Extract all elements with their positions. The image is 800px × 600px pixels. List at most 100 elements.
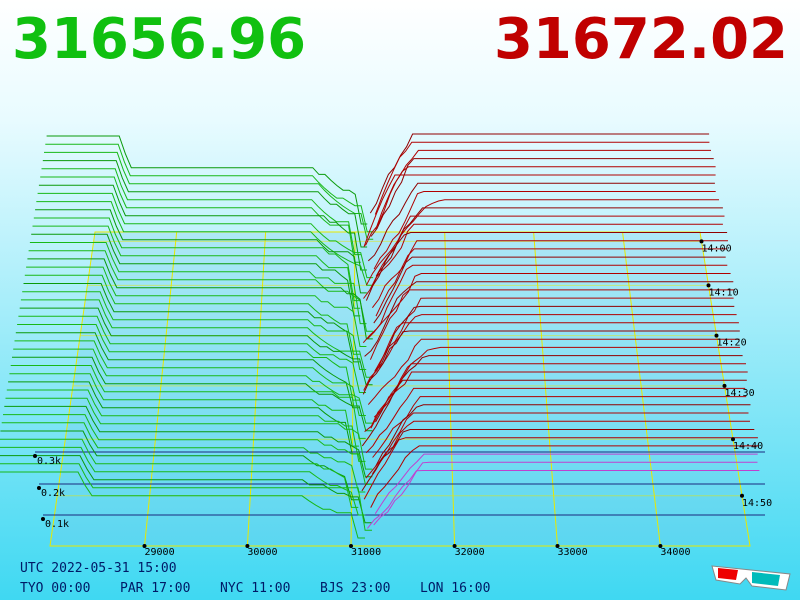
- bid-curve: [0, 455, 373, 524]
- bid-curve: [5, 397, 373, 470]
- bid-curve: [6, 389, 366, 462]
- price-label: 33000: [558, 547, 588, 558]
- bid-curve: [22, 291, 367, 370]
- ask-curve: [369, 289, 734, 360]
- tick-dot: [33, 454, 37, 458]
- tick-dot: [555, 544, 560, 548]
- ask-curve: [370, 158, 714, 237]
- bid-curve: [20, 299, 373, 378]
- ask-curve: [373, 256, 726, 324]
- bid-curve: [9, 373, 359, 447]
- tick-dot: [349, 544, 353, 548]
- ask-curve: [365, 387, 746, 454]
- ask-curve: [372, 207, 723, 287]
- bid-curve: [28, 250, 373, 332]
- ask-curve: [372, 396, 747, 458]
- bid-curve: [24, 274, 360, 355]
- ask-curve: [374, 141, 710, 215]
- bid-curve: [0, 446, 366, 516]
- bid-curve: [26, 266, 367, 347]
- tick-dot: [706, 283, 711, 288]
- ask-curve: [363, 223, 723, 299]
- ask-curve: [364, 281, 734, 357]
- bid-curve: [18, 315, 366, 393]
- labels: 29000 30000 31000 32000 33000 34000 0.3k 0.2k 0.…: [33, 239, 772, 558]
- price-guide: [533, 231, 558, 547]
- bid-curve: [35, 209, 367, 294]
- ask-curve: [375, 248, 727, 317]
- price-guide: [246, 231, 267, 547]
- bid-curve: [12, 356, 373, 432]
- timezone: NYC 11:00: [220, 581, 290, 596]
- bid-curve: [8, 381, 359, 455]
- timezone: PAR 17:00: [120, 581, 190, 596]
- time-label: 14:40: [733, 441, 763, 452]
- tick-dot: [731, 437, 735, 442]
- tick-dot: [452, 544, 457, 548]
- ask-curve: [365, 215, 725, 286]
- depth-curves: [0, 133, 760, 539]
- ask-curve: [373, 191, 716, 270]
- depth-label: 0.3k: [37, 456, 61, 467]
- ask-curve: [365, 420, 750, 479]
- bid-curve: [45, 143, 374, 233]
- tick-dot: [37, 486, 41, 490]
- ask-curve: [367, 264, 728, 340]
- ask-curve: [375, 404, 751, 467]
- price-guide: [444, 231, 456, 547]
- price-guide: [622, 231, 661, 547]
- ask-curve: [365, 166, 716, 246]
- time-label: 14:20: [717, 338, 747, 349]
- bid-curve: [3, 414, 373, 485]
- bid-curve: [38, 184, 367, 271]
- bid-curve: [17, 324, 360, 401]
- ask-curve: [364, 371, 748, 432]
- bid-curve: [15, 332, 360, 409]
- bid-curve: [10, 365, 366, 439]
- ask-curve: [362, 330, 740, 395]
- tick-dot: [722, 383, 727, 388]
- ask-price: 31672.02: [494, 7, 788, 72]
- bid-curve: [4, 405, 373, 478]
- ask-curve: [375, 149, 711, 230]
- bid-curve: [0, 463, 372, 531]
- ask-curve: [361, 429, 755, 492]
- ask-curve: [367, 470, 760, 529]
- ask-curve: [374, 453, 758, 514]
- bid-curve: [23, 283, 360, 363]
- ask-curve: [361, 379, 747, 447]
- tick-dot: [41, 517, 45, 521]
- bid-curve: [44, 151, 374, 240]
- ask-curve: [373, 461, 758, 526]
- price-guide: [144, 231, 178, 547]
- utc-time: UTC 2022-05-31 15:00: [20, 561, 177, 576]
- bid-price: 31656.96: [12, 7, 306, 72]
- bid-curve: [0, 471, 365, 539]
- ask-curve: [372, 240, 728, 309]
- bid-curve: [29, 242, 367, 325]
- ask-curve: [371, 412, 749, 475]
- bid-curve: [46, 135, 368, 225]
- bid-curve: [40, 176, 361, 263]
- plane-outline: [49, 231, 751, 547]
- bid-curve: [27, 258, 373, 340]
- price-label: 31000: [351, 547, 381, 558]
- ask-curve: [375, 355, 743, 423]
- ask-curve: [370, 445, 759, 508]
- ask-curve: [373, 346, 741, 418]
- plane: [35, 231, 765, 547]
- price-label: 34000: [660, 547, 690, 558]
- ask-curve: [374, 297, 734, 371]
- price-label: 30000: [247, 547, 277, 558]
- ask-curve: [369, 133, 710, 214]
- ask-curve: [370, 363, 746, 429]
- bid-curve: [32, 225, 361, 309]
- bid-curve: [1, 422, 366, 493]
- tick-dot: [658, 544, 663, 548]
- price-label: 29000: [145, 547, 175, 558]
- bid-curve: [37, 192, 374, 279]
- time-label: 14:30: [725, 388, 755, 399]
- bid-curve: [31, 233, 361, 317]
